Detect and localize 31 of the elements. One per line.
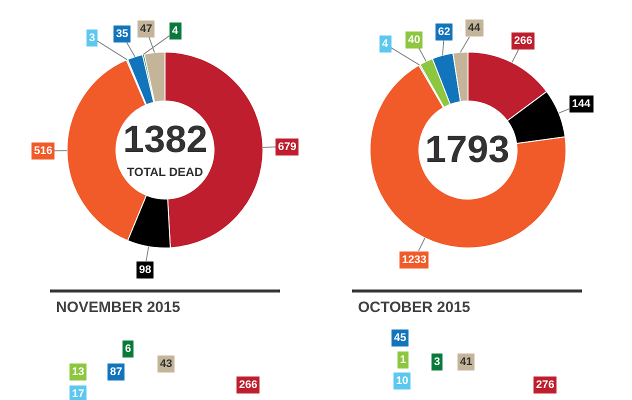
text: 1	[400, 354, 406, 366]
text: 10	[396, 375, 408, 387]
text: OCTOBER 2015	[358, 299, 470, 316]
data-label: 1233	[402, 254, 426, 266]
data-label: 679	[278, 141, 296, 153]
text: 45	[394, 332, 406, 344]
text: 276	[536, 379, 554, 391]
text: TOTAL DEAD	[127, 165, 204, 179]
text: 266	[239, 379, 258, 391]
text: 3	[434, 356, 440, 368]
text: 87	[110, 366, 122, 378]
text: 13	[72, 366, 84, 378]
data-label: 47	[140, 23, 152, 35]
text: 1793	[425, 129, 510, 171]
text: 41	[460, 356, 472, 368]
data-label: 4	[382, 38, 389, 50]
data-label: 266	[514, 35, 532, 47]
text: NOVEMBER 2015	[56, 299, 180, 316]
data-label: 98	[139, 264, 152, 276]
text: 1382	[123, 119, 208, 161]
text: 6	[125, 343, 132, 355]
data-label: 144	[572, 98, 592, 110]
data-label: 35	[116, 28, 128, 40]
data-label: 4	[172, 25, 179, 37]
text: 17	[72, 388, 84, 400]
data-label: 44	[468, 22, 482, 34]
data-label: 40	[408, 34, 420, 46]
data-label: 3	[89, 32, 96, 44]
data-label: 516	[34, 145, 52, 157]
text: 43	[160, 358, 172, 370]
data-label: 62	[438, 26, 450, 38]
